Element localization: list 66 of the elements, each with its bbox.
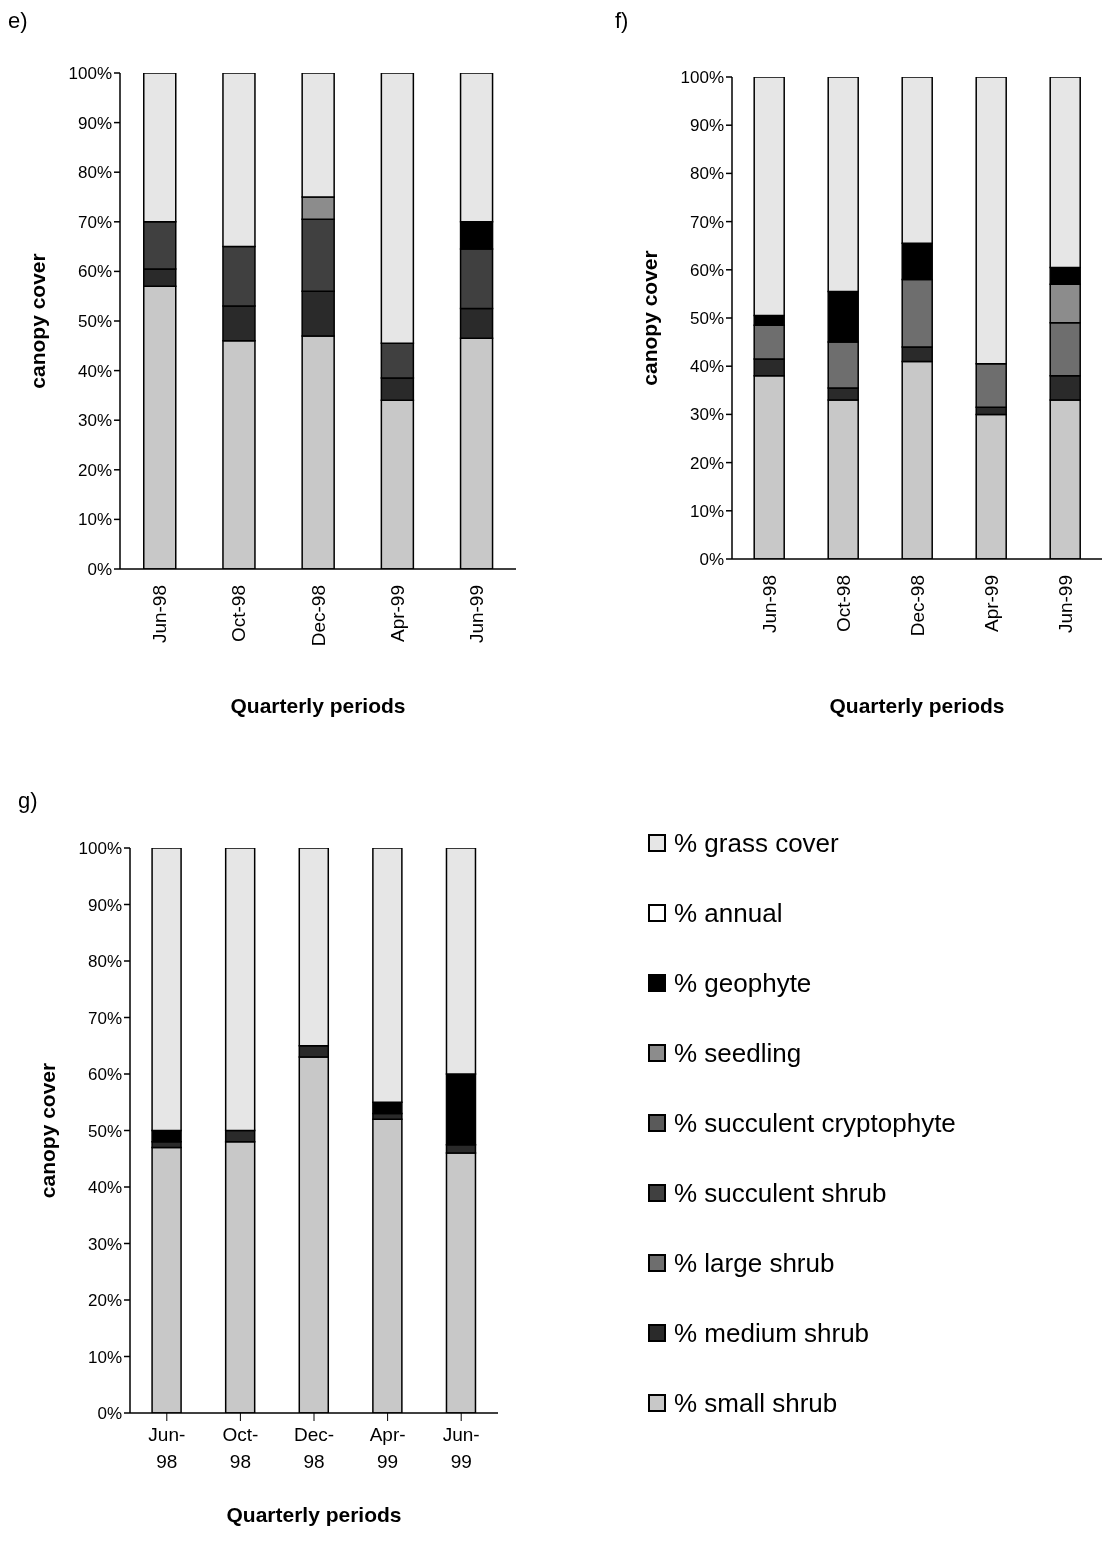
x-tick-label: Apr-99 <box>369 1424 406 1472</box>
y-tick-label: 0% <box>87 560 112 580</box>
y-tick-label: 40% <box>87 1178 122 1198</box>
y-tick-label: 10% <box>77 510 112 530</box>
y-tick-label: 30% <box>77 411 112 431</box>
y-tick-label: 70% <box>689 212 724 232</box>
x-tick-label: Dec-98 <box>293 1424 335 1472</box>
y-tick-label: 100% <box>78 839 122 859</box>
legend-label: % succulent cryptophyte <box>674 1107 956 1139</box>
legend-label: % succulent shrub <box>674 1177 887 1209</box>
y-tick-label: 50% <box>77 312 112 332</box>
legend-label: % grass cover <box>674 827 839 859</box>
y-axis-title: canopy cover <box>638 250 662 386</box>
x-tick-label: Oct-98 <box>228 585 250 643</box>
y-tick-label: 20% <box>77 460 112 480</box>
y-tick-label: 50% <box>87 1121 122 1141</box>
y-tick-label: 0% <box>97 1404 122 1424</box>
y-tick-label: 70% <box>77 212 112 232</box>
y-tick-label: 20% <box>689 453 724 473</box>
x-tick-label: Apr-99 <box>980 575 1002 633</box>
x-tick-label: Apr-99 <box>386 585 408 643</box>
legend-label: % small shrub <box>674 1387 838 1419</box>
chart-title: g) <box>18 788 38 814</box>
y-tick-label: 50% <box>689 309 724 329</box>
x-tick-label: Jun-98 <box>149 585 171 644</box>
y-tick-label: 90% <box>77 113 112 133</box>
y-tick-label: 80% <box>77 163 112 183</box>
x-tick-label: Jun-99 <box>1054 575 1076 634</box>
legend-label: % seedling <box>674 1037 802 1069</box>
legend-label: % large shrub <box>674 1247 835 1279</box>
x-tick-label: Oct-98 <box>832 575 854 633</box>
y-tick-label: 20% <box>87 1291 122 1311</box>
x-tick-label: Jun-99 <box>465 585 487 644</box>
x-tick-label: Oct-98 <box>222 1424 259 1472</box>
y-tick-label: 40% <box>689 357 724 377</box>
x-axis-title: Quarterly periods <box>225 1503 403 1527</box>
chart-title: e) <box>8 8 28 34</box>
y-tick-label: 60% <box>689 260 724 280</box>
y-tick-label: 100% <box>68 64 112 84</box>
legend-label: % annual <box>674 897 783 929</box>
x-axis-title: Quarterly periods <box>229 694 407 718</box>
x-tick-label: Dec-98 <box>906 575 928 637</box>
y-tick-label: 80% <box>87 952 122 972</box>
chart-title: f) <box>615 8 629 34</box>
y-tick-label: 10% <box>689 501 724 521</box>
y-tick-label: 90% <box>87 895 122 915</box>
y-axis-title: canopy cover <box>26 253 50 389</box>
legend-label: % geophyte <box>674 967 812 999</box>
y-tick-label: 30% <box>87 1234 122 1254</box>
y-tick-label: 70% <box>87 1008 122 1028</box>
legend-label: % medium shrub <box>674 1317 870 1349</box>
y-tick-label: 60% <box>77 262 112 282</box>
x-tick-label: Jun-98 <box>148 1424 186 1472</box>
x-tick-label: Jun-98 <box>758 575 780 634</box>
x-tick-label: Dec-98 <box>307 585 329 647</box>
y-tick-label: 0% <box>699 550 724 570</box>
y-tick-label: 30% <box>689 405 724 425</box>
y-tick-label: 60% <box>87 1065 122 1085</box>
y-tick-label: 90% <box>689 116 724 136</box>
y-axis-title: canopy cover <box>36 1062 60 1199</box>
y-tick-label: 100% <box>680 68 724 88</box>
y-tick-label: 80% <box>689 164 724 184</box>
x-axis-title: Quarterly periods <box>828 694 1006 718</box>
x-tick-label: Jun-99 <box>442 1424 480 1472</box>
y-tick-label: 40% <box>77 361 112 381</box>
y-tick-label: 10% <box>87 1347 122 1367</box>
